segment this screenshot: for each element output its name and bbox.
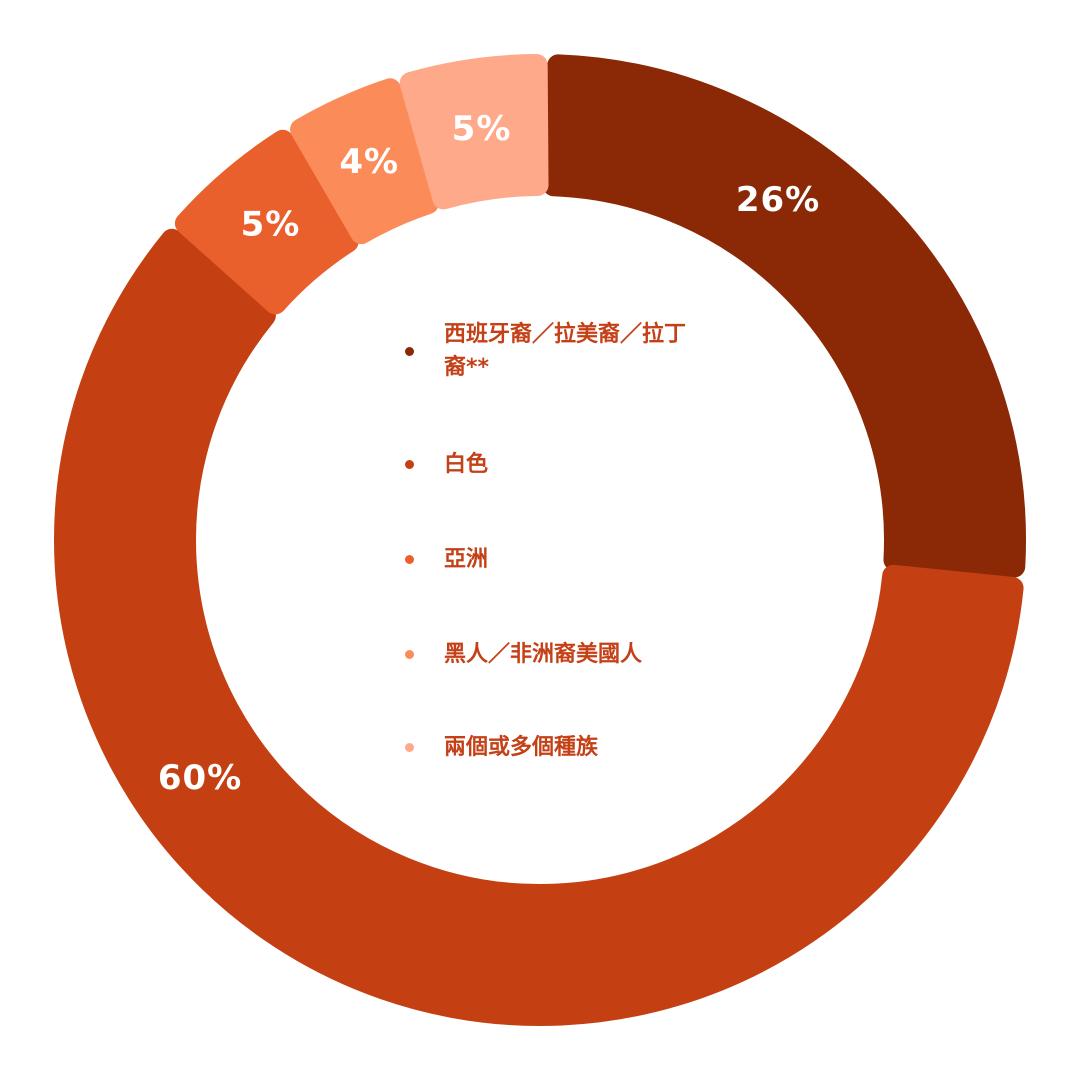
legend-label-black-african-american: 黑人／非洲裔美國人 [444,642,643,667]
slice-two-or-more-races [399,54,549,210]
legend-label-white: 白色 [444,452,489,477]
slice-value-black-african-american: 4% [339,142,399,182]
slice-black-african-american [290,78,439,245]
slice-value-white: 60% [158,758,242,798]
chart-slice-labels: 26% 60% 5% 4% 5% [158,109,820,798]
legend-label-asian: 亞洲 [444,547,489,572]
slice-hispanic-latino [542,54,1026,578]
slice-asian [174,129,359,315]
legend-label-two-or-more-races: 兩個或多個種族 [444,735,599,760]
legend-item-asian: 亞洲 [405,543,694,576]
legend-dot-black-african-american [405,650,414,659]
legend-item-black-african-american: 黑人／非洲裔美國人 [405,638,694,671]
legend-item-two-or-more-races: 兩個或多個種族 [405,731,694,764]
legend-item-white: 白色 [405,448,694,481]
slice-value-two-or-more-races: 5% [452,109,512,149]
slice-value-hispanic-latino: 26% [736,180,820,220]
legend-item-hispanic-latino: 西班牙裔／拉美裔／拉丁裔** [405,318,694,384]
legend-dot-two-or-more-races [405,743,414,752]
slice-value-asian: 5% [241,204,301,244]
legend-dot-hispanic-latino [405,346,414,356]
slice-white [54,228,1024,1026]
legend-label-hispanic-latino: 西班牙裔／拉美裔／拉丁裔** [444,322,687,380]
legend-dot-white [405,460,414,469]
legend-dot-asian [405,555,414,564]
chart-slices [54,54,1026,1026]
